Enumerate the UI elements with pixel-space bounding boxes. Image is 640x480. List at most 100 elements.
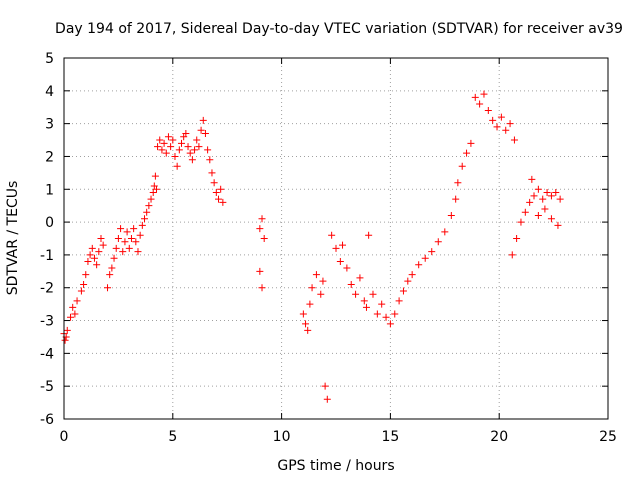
data-point <box>476 100 484 108</box>
data-point <box>86 251 94 259</box>
data-point <box>114 235 122 242</box>
data-point <box>90 254 98 262</box>
data-point <box>127 235 135 242</box>
data-point <box>321 382 329 390</box>
x-tick-label: 15 <box>381 429 399 445</box>
data-point <box>360 297 368 305</box>
data-point <box>158 146 166 154</box>
data-point <box>99 241 107 249</box>
data-point <box>356 274 364 282</box>
x-axis-label: GPS time / hours <box>277 458 394 474</box>
data-point <box>458 162 466 170</box>
data-point <box>399 287 407 295</box>
data-point <box>336 257 344 265</box>
data-point <box>510 136 518 144</box>
data-point <box>434 238 442 246</box>
data-point <box>147 195 155 203</box>
data-point <box>71 310 79 318</box>
data-point <box>323 395 331 403</box>
data-point <box>162 149 170 157</box>
data-point <box>80 280 88 288</box>
data-point <box>484 107 492 115</box>
data-point <box>121 238 129 246</box>
data-point <box>212 189 220 197</box>
data-point <box>373 310 381 318</box>
plot-frame <box>63 57 609 420</box>
y-tick-label: -1 <box>40 248 54 264</box>
data-point <box>63 326 71 334</box>
data-point <box>206 156 214 164</box>
data-point <box>386 320 394 328</box>
data-point <box>508 251 516 259</box>
data-point <box>119 248 127 256</box>
y-tick-label: -3 <box>40 314 54 330</box>
data-point <box>369 290 377 298</box>
data-point <box>61 336 69 344</box>
y-tick-label: -4 <box>40 346 54 362</box>
data-point <box>193 136 201 144</box>
data-point <box>258 215 266 223</box>
data-point <box>130 225 138 233</box>
data-point <box>556 195 564 203</box>
y-tick-label: 3 <box>45 117 54 133</box>
data-point <box>95 248 103 256</box>
data-point <box>343 264 351 272</box>
data-point <box>308 284 316 292</box>
y-tick-label: 2 <box>45 149 54 165</box>
data-point <box>169 136 177 144</box>
data-point <box>217 185 225 193</box>
data-point <box>77 287 85 295</box>
y-tick-label: -6 <box>40 412 54 428</box>
data-point <box>151 172 159 180</box>
y-tick-label: 1 <box>45 182 54 198</box>
data-point <box>471 93 479 101</box>
data-point <box>108 264 116 272</box>
data-point <box>391 310 399 318</box>
data-point <box>104 284 112 292</box>
data-point <box>197 126 205 134</box>
data-point <box>256 225 264 233</box>
data-point <box>186 149 194 157</box>
y-tick-label: 0 <box>45 215 54 231</box>
tick-labels: 0 5 10 15 20 25 -6 -5 -4 -3 -2 -1 0 1 2 3 4 5 <box>40 51 617 445</box>
data-point <box>199 116 207 124</box>
data-point <box>541 205 549 213</box>
data-point <box>154 143 162 151</box>
x-tick-label: 20 <box>490 429 508 445</box>
data-point <box>317 290 325 298</box>
data-point <box>117 225 125 233</box>
data-point <box>145 202 153 210</box>
data-point <box>208 169 216 177</box>
data-point <box>395 297 403 305</box>
data-point <box>184 143 192 151</box>
data-point <box>332 244 340 252</box>
data-point <box>258 284 266 292</box>
data-point <box>136 231 144 239</box>
data-point <box>554 221 562 229</box>
data-point <box>547 192 555 200</box>
data-point <box>328 231 336 239</box>
data-point <box>513 235 521 242</box>
data-point <box>319 277 327 285</box>
data-point <box>408 271 416 279</box>
data-point <box>530 192 538 200</box>
y-tick-label: 4 <box>45 84 54 100</box>
x-tick-label: 25 <box>599 429 617 445</box>
data-point <box>141 215 149 223</box>
data-point <box>347 280 355 288</box>
data-point <box>489 116 497 124</box>
data-point <box>125 244 133 252</box>
data-point <box>378 300 386 308</box>
chart-title: Day 194 of 2017, Sidereal Day-to-day VTE… <box>55 21 623 37</box>
data-point <box>463 149 471 157</box>
data-point <box>106 271 114 279</box>
data-point <box>156 136 164 144</box>
data-point <box>110 254 118 262</box>
data-point <box>339 241 347 249</box>
data-point <box>526 198 534 206</box>
y-tick-label: 5 <box>45 51 54 67</box>
data-point <box>210 179 218 187</box>
data-point <box>67 313 75 321</box>
data-point <box>539 195 547 203</box>
